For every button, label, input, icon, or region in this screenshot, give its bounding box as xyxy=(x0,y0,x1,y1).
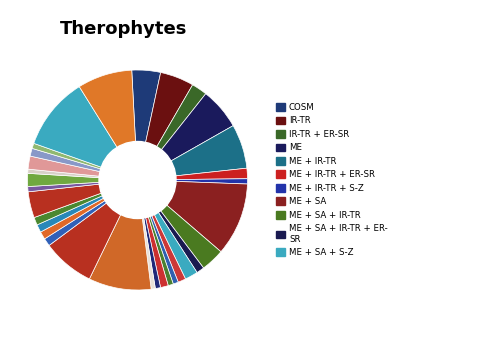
Wedge shape xyxy=(138,180,178,284)
Wedge shape xyxy=(28,169,138,180)
Wedge shape xyxy=(138,180,156,289)
Wedge shape xyxy=(138,85,205,180)
Wedge shape xyxy=(28,180,138,192)
Wedge shape xyxy=(44,180,138,246)
Wedge shape xyxy=(34,180,138,225)
Wedge shape xyxy=(138,180,203,273)
Wedge shape xyxy=(138,180,186,282)
Wedge shape xyxy=(37,180,138,232)
Wedge shape xyxy=(28,156,138,180)
Wedge shape xyxy=(34,87,138,180)
Wedge shape xyxy=(28,180,138,217)
Wedge shape xyxy=(138,126,247,180)
Wedge shape xyxy=(40,180,138,239)
Wedge shape xyxy=(138,180,168,288)
Wedge shape xyxy=(28,173,138,186)
Wedge shape xyxy=(138,180,197,279)
Wedge shape xyxy=(138,168,248,180)
Wedge shape xyxy=(138,180,221,268)
Wedge shape xyxy=(49,180,138,279)
Wedge shape xyxy=(80,70,138,180)
Wedge shape xyxy=(138,179,248,184)
Legend: COSM, IR-TR, IR-TR + ER-SR, ME, ME + IR-TR, ME + IR-TR + ER-SR, ME + IR-TR + S-Z: COSM, IR-TR, IR-TR + ER-SR, ME, ME + IR-… xyxy=(274,101,390,259)
Wedge shape xyxy=(138,180,173,285)
Circle shape xyxy=(99,141,176,219)
Wedge shape xyxy=(138,72,192,180)
Wedge shape xyxy=(138,94,233,180)
Wedge shape xyxy=(138,180,248,252)
Wedge shape xyxy=(132,70,160,180)
Wedge shape xyxy=(90,180,151,290)
Wedge shape xyxy=(32,143,138,180)
Title: Therophytes: Therophytes xyxy=(60,20,188,38)
Wedge shape xyxy=(138,180,160,289)
Wedge shape xyxy=(30,148,138,180)
